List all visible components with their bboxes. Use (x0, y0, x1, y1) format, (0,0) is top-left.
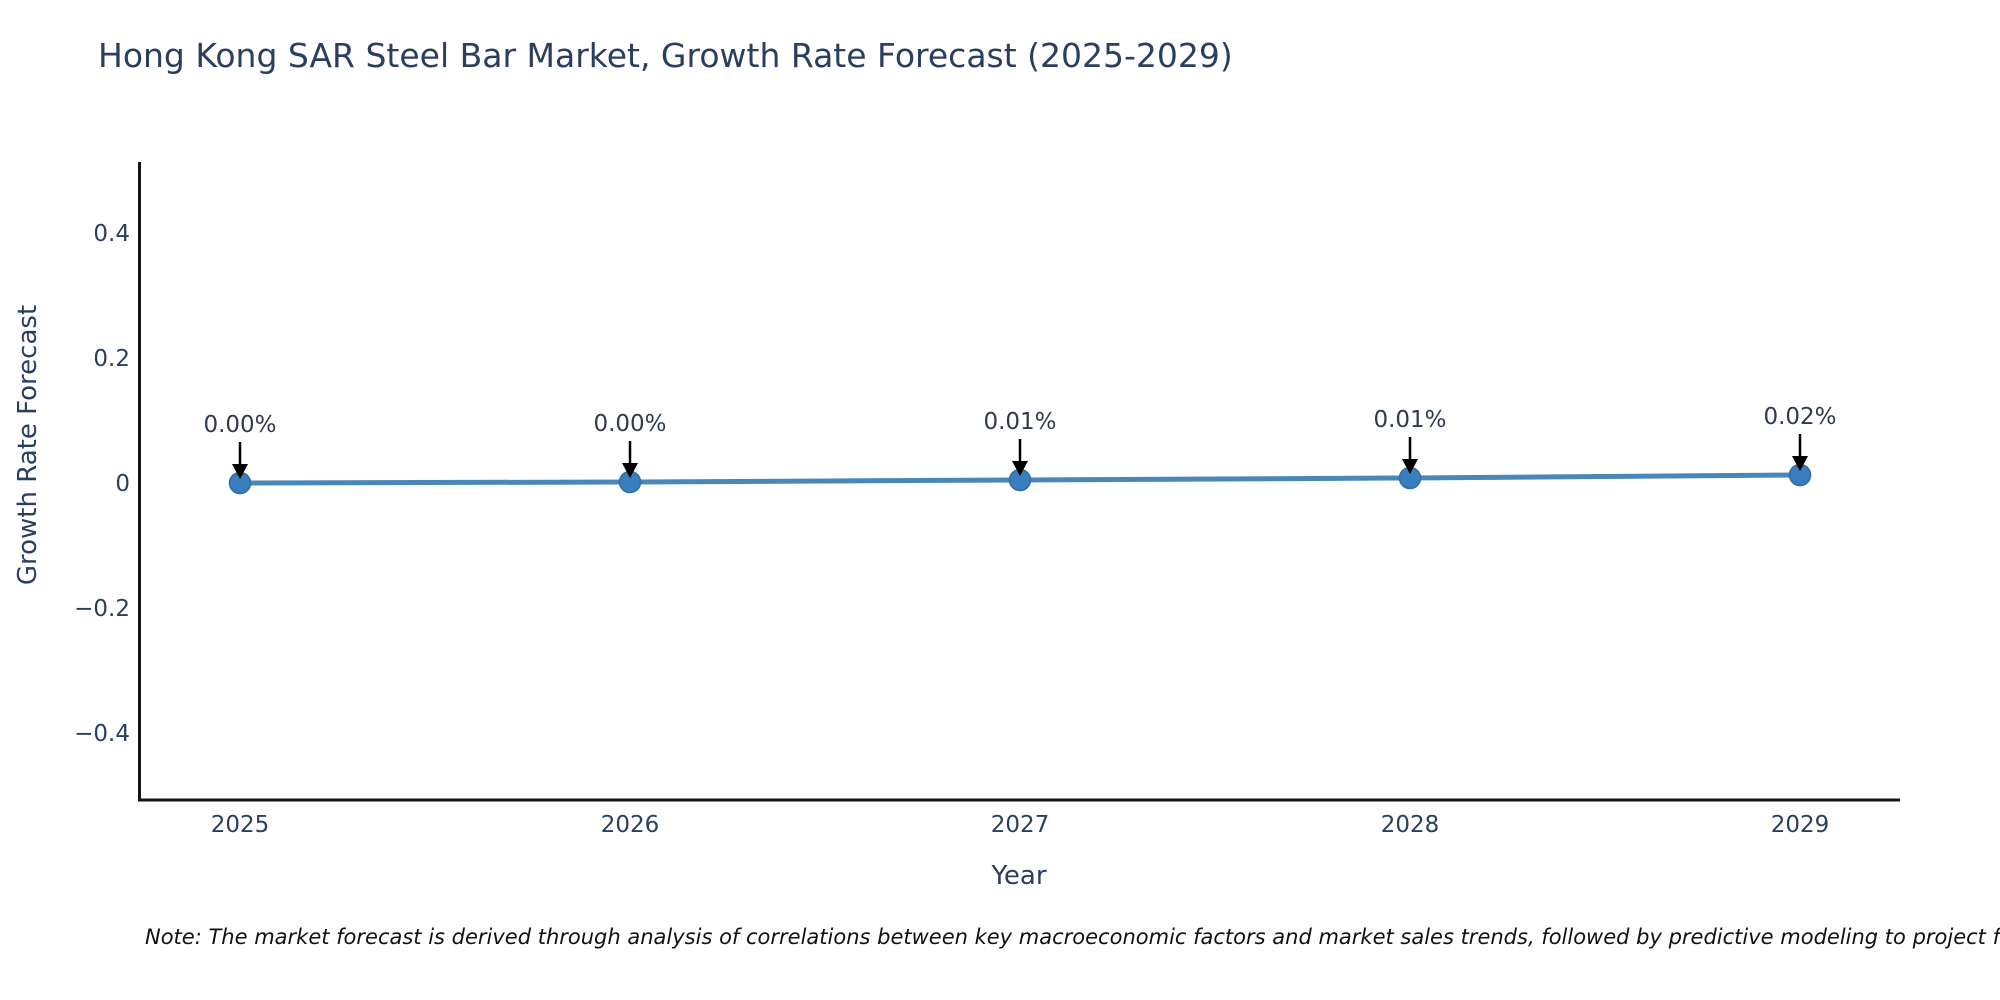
y-tick-label: 0 (115, 471, 130, 497)
x-tick-label: 2025 (211, 812, 270, 838)
annotation-label: 0.00% (203, 412, 276, 438)
chart-title: Hong Kong SAR Steel Bar Market, Growth R… (98, 36, 1233, 75)
annotation-label: 0.02% (1763, 404, 1836, 430)
x-axis-title: Year (991, 861, 1047, 891)
x-tick-label: 2026 (601, 812, 660, 838)
annotation-arrow-head (1792, 456, 1808, 471)
y-tick-label: 0.4 (93, 221, 130, 247)
annotation-label: 0.00% (593, 411, 666, 437)
x-tick-label: 2029 (1771, 812, 1830, 838)
annotation-arrow-head (232, 464, 248, 479)
y-tick-label: −0.4 (74, 721, 130, 747)
annotation-label: 0.01% (983, 409, 1056, 435)
x-tick-label: 2027 (991, 812, 1050, 838)
annotation-arrow-head (1012, 461, 1028, 476)
y-tick-label: 0.2 (93, 346, 130, 372)
x-tick-label: 2028 (1381, 812, 1440, 838)
chart-footnote: Note: The market forecast is derived thr… (145, 925, 2000, 949)
y-tick-label: −0.2 (74, 596, 130, 622)
annotation-arrow-head (622, 463, 638, 478)
annotation-label: 0.01% (1373, 407, 1446, 433)
annotation-arrow-head (1402, 459, 1418, 474)
